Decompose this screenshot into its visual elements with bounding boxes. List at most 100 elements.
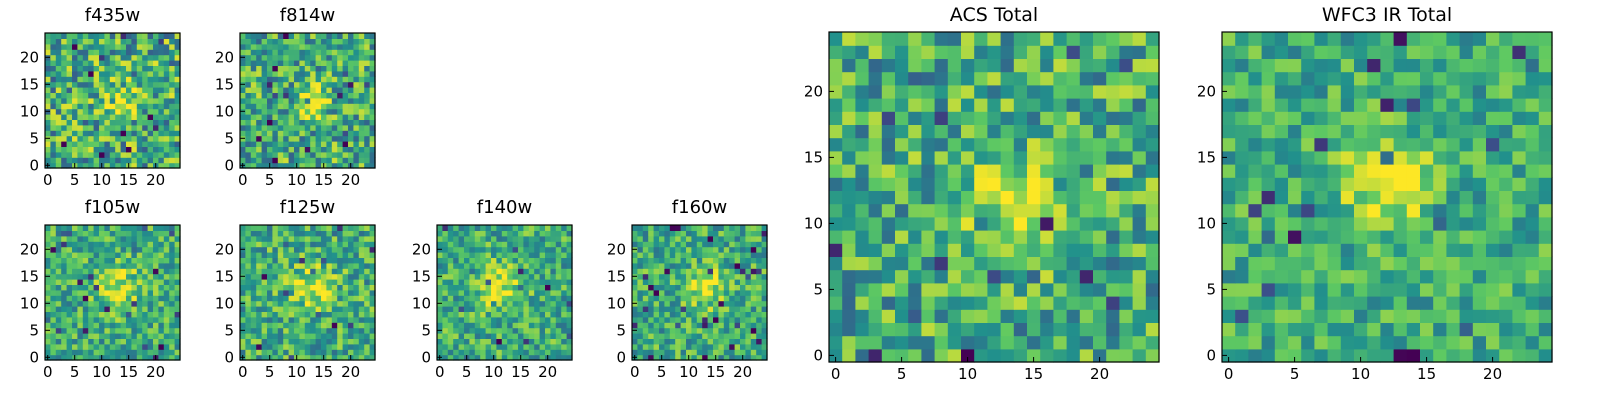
heatmap-cell	[1499, 348, 1513, 363]
heatmap-cell	[169, 241, 176, 248]
heatmap-cell	[528, 311, 535, 318]
heatmap-cell	[294, 124, 300, 131]
heatmap-cell	[326, 49, 333, 56]
heatmap-cell	[126, 295, 132, 302]
heatmap-cell	[163, 225, 170, 231]
heatmap-cell	[153, 225, 159, 231]
heatmap-cell	[1040, 190, 1054, 205]
heatmap-cell	[669, 338, 676, 345]
heatmap-cell	[1538, 322, 1553, 337]
heatmap-cell	[120, 354, 127, 361]
heatmap-cell	[1367, 243, 1381, 257]
heatmap-cell	[342, 54, 349, 61]
heatmap-cell	[82, 141, 89, 147]
heatmap-cell	[534, 279, 541, 285]
heatmap-cell	[337, 246, 344, 253]
heatmap-cell	[147, 70, 154, 77]
heatmap-cell	[337, 70, 344, 77]
heatmap-cell	[1406, 150, 1421, 165]
heatmap-cell	[261, 268, 268, 275]
heatmap-cell	[99, 316, 105, 323]
heatmap-cell	[369, 300, 376, 307]
heatmap-cell	[304, 306, 311, 312]
heatmap-cell	[131, 157, 138, 164]
heatmap-cell	[855, 137, 870, 152]
heatmap-cell	[1013, 322, 1028, 337]
heatmap-cell	[331, 284, 338, 291]
heatmap-cell	[895, 322, 909, 337]
heatmap-cell	[337, 343, 344, 350]
heatmap-cell	[934, 230, 949, 244]
heatmap-cell	[66, 349, 73, 356]
heatmap-cell	[82, 322, 89, 329]
heatmap-cell	[745, 257, 752, 264]
heatmap-cell	[153, 146, 159, 153]
heatmap-cell	[1053, 137, 1068, 152]
heatmap-cell	[353, 108, 360, 115]
heatmap-cell	[895, 256, 909, 271]
heatmap-cell	[169, 92, 176, 99]
heatmap-cell	[364, 157, 371, 164]
heatmap-cell	[158, 273, 165, 280]
heatmap-cell	[304, 92, 311, 99]
heatmap-cell	[718, 316, 725, 323]
heatmap-cell	[637, 284, 644, 291]
heatmap-cell	[1301, 164, 1315, 178]
heatmap-cell	[364, 257, 371, 264]
heatmap-cell	[528, 333, 535, 339]
heatmap-cell	[364, 268, 371, 275]
heatmap-cell	[750, 262, 757, 269]
heatmap-cell	[555, 246, 562, 253]
heatmap-cell	[45, 119, 51, 126]
heatmap-cell	[153, 300, 159, 307]
heatmap-cell	[1222, 256, 1236, 271]
heatmap-cell	[1314, 296, 1329, 310]
heatmap-cell	[120, 151, 127, 158]
heatmap-cell	[321, 151, 327, 158]
heatmap-cell	[72, 230, 78, 237]
heatmap-cell	[348, 151, 354, 158]
heatmap-cell	[1472, 296, 1487, 310]
heatmap-cell	[147, 241, 154, 248]
plot-frame	[239, 32, 376, 169]
heatmap-cell	[921, 45, 936, 59]
heatmap-cell	[109, 257, 116, 264]
heatmap-cell	[93, 124, 100, 131]
heatmap-cell	[104, 162, 111, 169]
heatmap-cell	[158, 268, 165, 275]
heatmap-cell	[245, 87, 252, 93]
heatmap-cell	[1079, 71, 1094, 86]
heatmap-cell	[348, 295, 354, 302]
heatmap-cell	[283, 65, 290, 72]
heatmap-cell	[868, 335, 883, 350]
heatmap-cell	[326, 279, 333, 285]
heatmap-cell	[153, 295, 159, 302]
heatmap-cell	[829, 269, 843, 284]
heatmap-cell	[523, 300, 530, 307]
heatmap-cell	[555, 289, 562, 296]
heatmap-cell	[267, 241, 273, 248]
heatmap-cell	[729, 333, 736, 339]
heatmap-cell	[261, 38, 268, 45]
heatmap-cell	[485, 354, 492, 361]
heatmap-cell	[702, 316, 709, 323]
heatmap-cell	[131, 141, 138, 147]
heatmap-cell	[669, 279, 676, 285]
heatmap-cell	[348, 81, 354, 88]
heatmap-cell	[169, 262, 176, 269]
heatmap-cell	[299, 300, 306, 307]
heatmap-cell	[1079, 164, 1094, 178]
heatmap-cell	[702, 354, 709, 361]
heatmap-cell	[761, 225, 768, 231]
heatmap-cell	[496, 306, 503, 312]
heatmap-cell	[174, 257, 181, 264]
heatmap-cell	[534, 246, 541, 253]
heatmap-cell	[1000, 32, 1015, 46]
heatmap-cell	[659, 300, 665, 307]
heatmap-cell	[348, 38, 354, 45]
heatmap-cell	[745, 322, 752, 329]
heatmap-cell	[707, 279, 714, 285]
heatmap-cell	[245, 97, 252, 104]
heatmap-cell	[507, 311, 514, 318]
heatmap-cell	[153, 289, 159, 296]
